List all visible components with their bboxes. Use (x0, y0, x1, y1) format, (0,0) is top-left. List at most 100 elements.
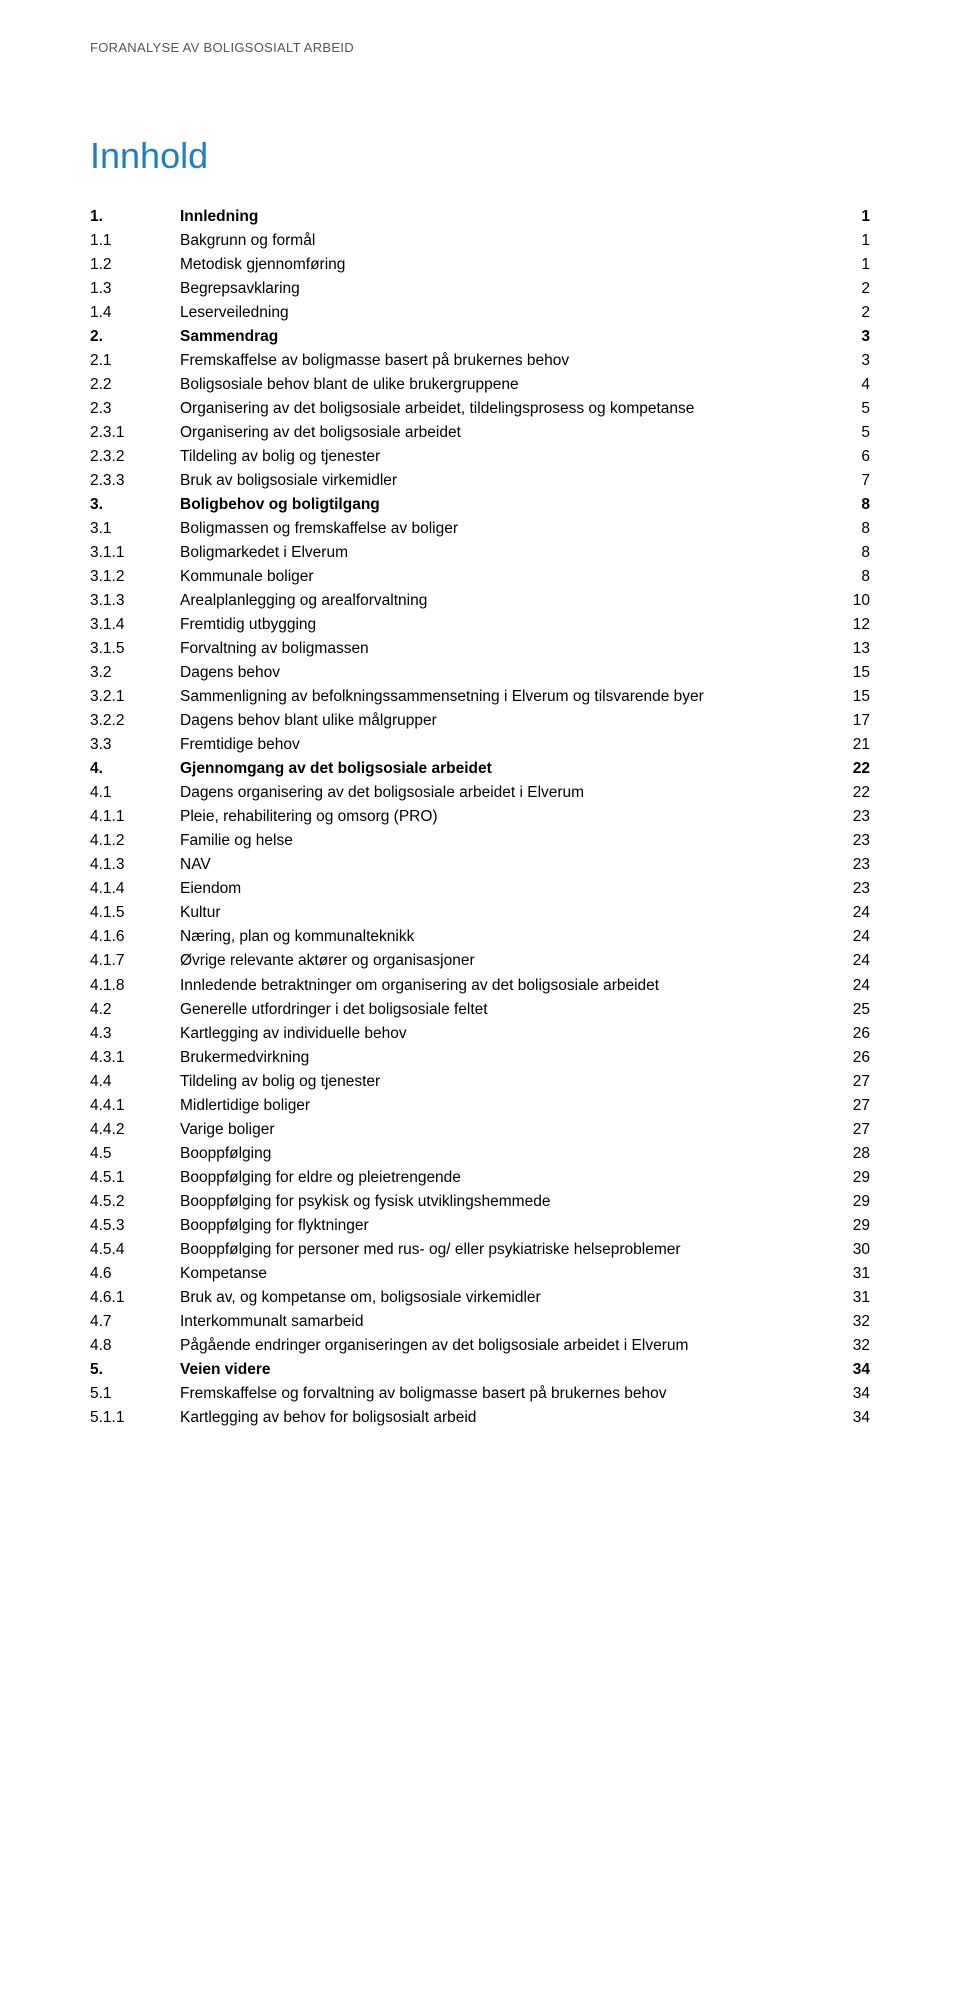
toc-entry-text: Forvaltning av boligmassen (180, 637, 830, 661)
toc-entry-text: Pleie, rehabilitering og omsorg (PRO) (180, 805, 830, 829)
toc-row: 4.5.2Booppfølging for psykisk og fysisk … (90, 1190, 870, 1214)
toc-entry-number: 4.8 (90, 1334, 180, 1358)
toc-entry-number: 4.1.2 (90, 829, 180, 853)
toc-entry-page: 23 (830, 877, 870, 901)
toc-entry-number: 4.3.1 (90, 1046, 180, 1070)
toc-entry-text: Kommunale boliger (180, 565, 830, 589)
toc-entry-number: 3.3 (90, 733, 180, 757)
toc-entry-number: 3.1.4 (90, 613, 180, 637)
toc-entry-number: 4.4.1 (90, 1094, 180, 1118)
toc-entry-text: NAV (180, 853, 830, 877)
toc-entry-number: 4.1.3 (90, 853, 180, 877)
toc-entry-number: 3.2.2 (90, 709, 180, 733)
toc-entry-text: Booppfølging for flyktninger (180, 1214, 830, 1238)
toc-row: 4.1.4Eiendom23 (90, 877, 870, 901)
toc-entry-text: Kartlegging av individuelle behov (180, 1022, 830, 1046)
document-header: FORANALYSE AV BOLIGSOSIALT ARBEID (90, 40, 870, 55)
toc-entry-number: 4.1.8 (90, 974, 180, 998)
toc-entry-page: 29 (830, 1166, 870, 1190)
toc-entry-page: 8 (830, 565, 870, 589)
toc-entry-number: 5. (90, 1358, 180, 1382)
toc-entry-page: 12 (830, 613, 870, 637)
toc-row: 2.3.2Tildeling av bolig og tjenester6 (90, 445, 870, 469)
toc-row: 3.1.1Boligmarkedet i Elverum8 (90, 541, 870, 565)
toc-entry-text: Bakgrunn og formål (180, 229, 830, 253)
toc-row: 4.Gjennomgang av det boligsosiale arbeid… (90, 757, 870, 781)
toc-entry-number: 2.1 (90, 349, 180, 373)
toc-entry-text: Booppfølging for psykisk og fysisk utvik… (180, 1190, 830, 1214)
table-of-contents: 1.Innledning11.1Bakgrunn og formål11.2Me… (90, 205, 870, 1430)
toc-entry-number: 1.3 (90, 277, 180, 301)
toc-entry-number: 4.6.1 (90, 1286, 180, 1310)
toc-entry-text: Kartlegging av behov for boligsosialt ar… (180, 1406, 830, 1430)
toc-row: 3.2.2Dagens behov blant ulike målgrupper… (90, 709, 870, 733)
toc-entry-number: 4.4 (90, 1070, 180, 1094)
toc-row: 3.1.3Arealplanlegging og arealforvaltnin… (90, 589, 870, 613)
toc-entry-page: 5 (830, 397, 870, 421)
toc-entry-number: 4.1.7 (90, 949, 180, 973)
toc-entry-text: Brukermedvirkning (180, 1046, 830, 1070)
toc-entry-number: 2.3 (90, 397, 180, 421)
toc-entry-page: 26 (830, 1022, 870, 1046)
toc-entry-page: 23 (830, 829, 870, 853)
toc-entry-page: 3 (830, 349, 870, 373)
toc-entry-page: 27 (830, 1118, 870, 1142)
toc-row: 1.Innledning1 (90, 205, 870, 229)
toc-entry-number: 1.4 (90, 301, 180, 325)
toc-row: 4.1.1Pleie, rehabilitering og omsorg (PR… (90, 805, 870, 829)
toc-entry-text: Veien videre (180, 1358, 830, 1382)
toc-entry-number: 4.1.5 (90, 901, 180, 925)
toc-row: 4.6.1Bruk av, og kompetanse om, boligsos… (90, 1286, 870, 1310)
toc-entry-number: 3.2.1 (90, 685, 180, 709)
toc-entry-page: 30 (830, 1238, 870, 1262)
toc-entry-page: 32 (830, 1334, 870, 1358)
toc-row: 4.1.3NAV23 (90, 853, 870, 877)
toc-entry-text: Pågående endringer organiseringen av det… (180, 1334, 830, 1358)
toc-entry-number: 3.1 (90, 517, 180, 541)
toc-row: 5.1Fremskaffelse og forvaltning av bolig… (90, 1382, 870, 1406)
toc-entry-page: 8 (830, 541, 870, 565)
toc-entry-text: Familie og helse (180, 829, 830, 853)
toc-row: 4.4.1Midlertidige boliger27 (90, 1094, 870, 1118)
toc-entry-number: 4.6 (90, 1262, 180, 1286)
toc-entry-text: Fremskaffelse og forvaltning av boligmas… (180, 1382, 830, 1406)
toc-entry-page: 23 (830, 805, 870, 829)
toc-row: 4.3Kartlegging av individuelle behov26 (90, 1022, 870, 1046)
toc-entry-page: 22 (830, 757, 870, 781)
toc-entry-text: Fremtidig utbygging (180, 613, 830, 637)
toc-row: 4.5.4Booppfølging for personer med rus- … (90, 1238, 870, 1262)
toc-entry-text: Boligmassen og fremskaffelse av boliger (180, 517, 830, 541)
toc-row: 1.1Bakgrunn og formål1 (90, 229, 870, 253)
toc-entry-text: Boligbehov og boligtilgang (180, 493, 830, 517)
toc-entry-text: Fremtidige behov (180, 733, 830, 757)
toc-entry-text: Øvrige relevante aktører og organisasjon… (180, 949, 830, 973)
toc-entry-text: Tildeling av bolig og tjenester (180, 1070, 830, 1094)
toc-entry-text: Booppfølging (180, 1142, 830, 1166)
toc-row: 4.6Kompetanse31 (90, 1262, 870, 1286)
toc-entry-page: 34 (830, 1358, 870, 1382)
toc-entry-page: 31 (830, 1286, 870, 1310)
toc-row: 4.1.7Øvrige relevante aktører og organis… (90, 949, 870, 973)
toc-entry-number: 4.5 (90, 1142, 180, 1166)
toc-entry-page: 8 (830, 517, 870, 541)
toc-row: 2.Sammendrag3 (90, 325, 870, 349)
toc-entry-page: 29 (830, 1214, 870, 1238)
toc-entry-number: 2.3.3 (90, 469, 180, 493)
toc-entry-text: Kultur (180, 901, 830, 925)
toc-entry-text: Sammenligning av befolkningssammensetnin… (180, 685, 830, 709)
toc-entry-text: Booppfølging for personer med rus- og/ e… (180, 1238, 830, 1262)
toc-entry-text: Organisering av det boligsosiale arbeide… (180, 397, 830, 421)
toc-row: 4.5.3Booppfølging for flyktninger29 (90, 1214, 870, 1238)
toc-entry-text: Organisering av det boligsosiale arbeide… (180, 421, 830, 445)
toc-entry-number: 4.1 (90, 781, 180, 805)
toc-entry-page: 3 (830, 325, 870, 349)
toc-row: 1.2Metodisk gjennomføring1 (90, 253, 870, 277)
toc-entry-number: 5.1 (90, 1382, 180, 1406)
toc-entry-number: 2. (90, 325, 180, 349)
toc-entry-text: Eiendom (180, 877, 830, 901)
toc-entry-number: 3. (90, 493, 180, 517)
toc-row: 4.2Generelle utfordringer i det boligsos… (90, 998, 870, 1022)
toc-row: 4.8Pågående endringer organiseringen av … (90, 1334, 870, 1358)
toc-entry-text: Boligsosiale behov blant de ulike bruker… (180, 373, 830, 397)
toc-row: 4.5.1Booppfølging for eldre og pleietren… (90, 1166, 870, 1190)
